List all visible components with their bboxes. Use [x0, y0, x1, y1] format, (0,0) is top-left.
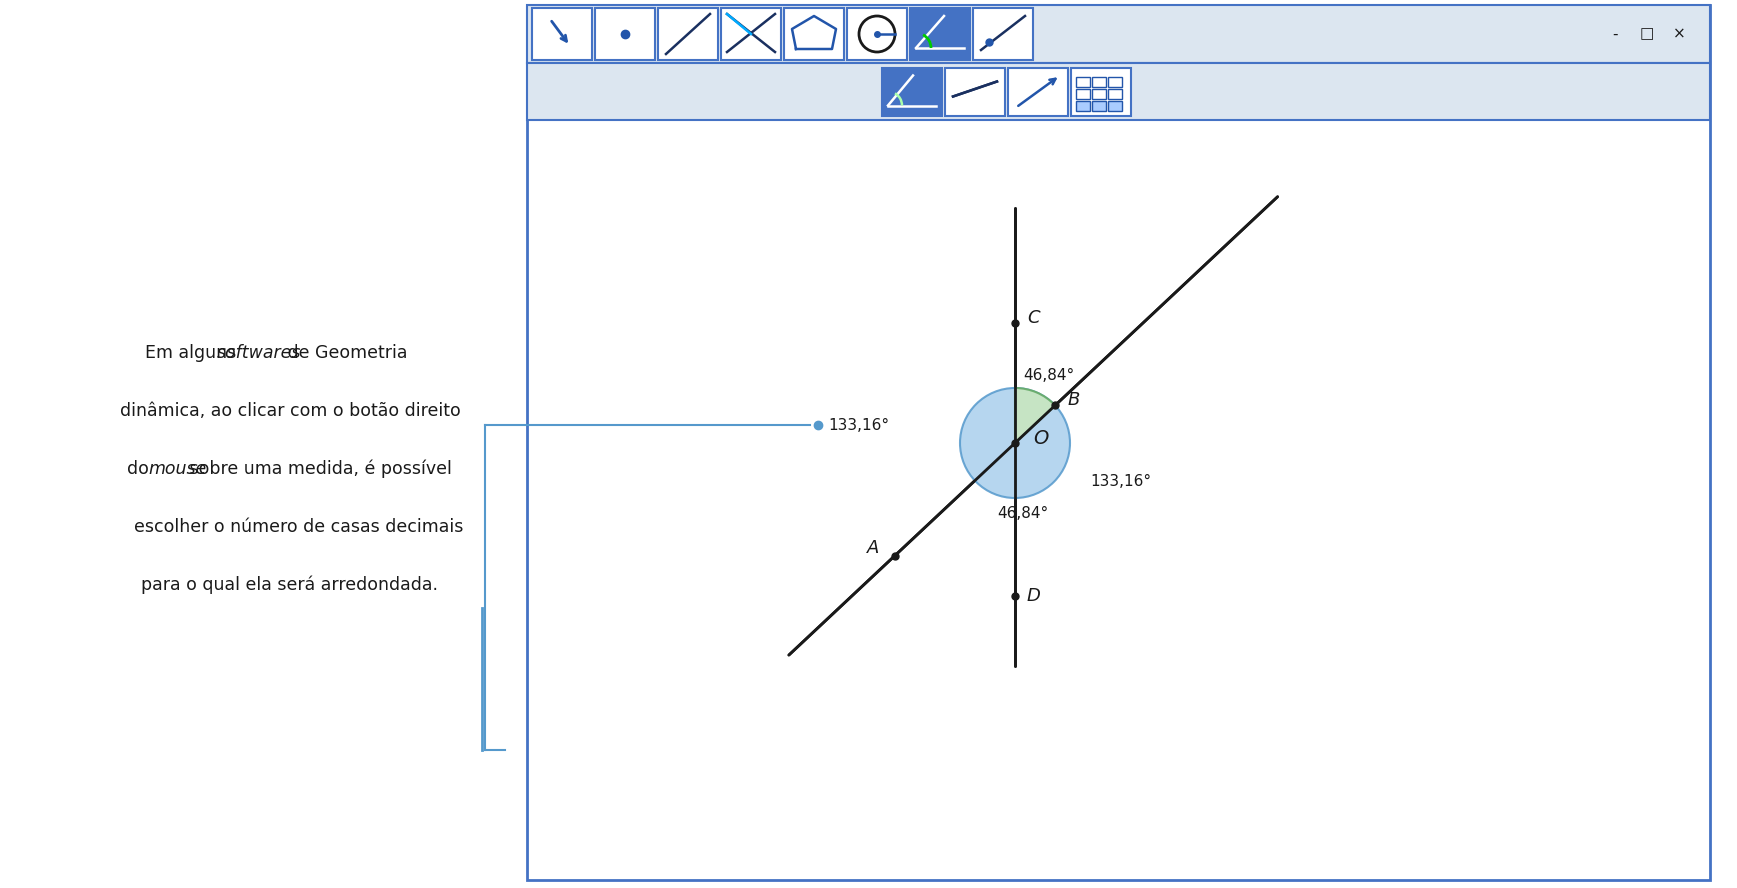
Text: B: B: [1067, 392, 1079, 409]
FancyBboxPatch shape: [1075, 100, 1091, 110]
FancyBboxPatch shape: [1093, 100, 1106, 110]
Text: Em alguns: Em alguns: [144, 344, 241, 362]
Text: dinâmica, ao clicar com o botão direito: dinâmica, ao clicar com o botão direito: [120, 402, 460, 420]
FancyBboxPatch shape: [596, 8, 655, 60]
FancyBboxPatch shape: [532, 8, 592, 60]
Text: de Geometria: de Geometria: [281, 344, 406, 362]
FancyBboxPatch shape: [1007, 67, 1068, 115]
FancyBboxPatch shape: [1108, 76, 1122, 86]
FancyBboxPatch shape: [1108, 100, 1122, 110]
Text: -: -: [1612, 27, 1617, 42]
FancyBboxPatch shape: [1108, 89, 1122, 99]
FancyBboxPatch shape: [945, 67, 1006, 115]
FancyBboxPatch shape: [1075, 89, 1091, 99]
Text: sobre uma medida, é possível: sobre uma medida, é possível: [184, 460, 452, 479]
Text: do: do: [127, 460, 155, 478]
Circle shape: [961, 388, 1070, 498]
FancyBboxPatch shape: [973, 8, 1034, 60]
Text: □: □: [1640, 27, 1654, 42]
FancyBboxPatch shape: [783, 8, 844, 60]
FancyBboxPatch shape: [1075, 76, 1091, 86]
FancyBboxPatch shape: [526, 5, 1709, 880]
Text: C: C: [1027, 309, 1040, 327]
FancyBboxPatch shape: [848, 8, 907, 60]
Text: mouse: mouse: [148, 460, 207, 478]
FancyBboxPatch shape: [526, 63, 1709, 120]
FancyBboxPatch shape: [1072, 67, 1131, 115]
Text: 133,16°: 133,16°: [1091, 473, 1152, 488]
FancyBboxPatch shape: [526, 5, 1709, 63]
Text: escolher o número de casas decimais: escolher o número de casas decimais: [134, 518, 464, 536]
FancyBboxPatch shape: [1093, 76, 1106, 86]
Text: softwares: softwares: [217, 344, 301, 362]
Text: A: A: [867, 539, 879, 557]
Text: ×: ×: [1673, 27, 1685, 42]
Text: 46,84°: 46,84°: [1023, 368, 1073, 383]
FancyBboxPatch shape: [658, 8, 717, 60]
FancyBboxPatch shape: [721, 8, 782, 60]
FancyBboxPatch shape: [882, 67, 941, 115]
FancyBboxPatch shape: [910, 8, 969, 60]
Text: 46,84°: 46,84°: [997, 505, 1047, 520]
Text: 133,16°: 133,16°: [829, 417, 889, 432]
Wedge shape: [1014, 388, 1054, 443]
FancyBboxPatch shape: [1093, 89, 1106, 99]
Text: para o qual ela será arredondada.: para o qual ela será arredondada.: [141, 575, 438, 594]
Text: O: O: [1034, 429, 1049, 448]
Text: D: D: [1027, 587, 1040, 605]
